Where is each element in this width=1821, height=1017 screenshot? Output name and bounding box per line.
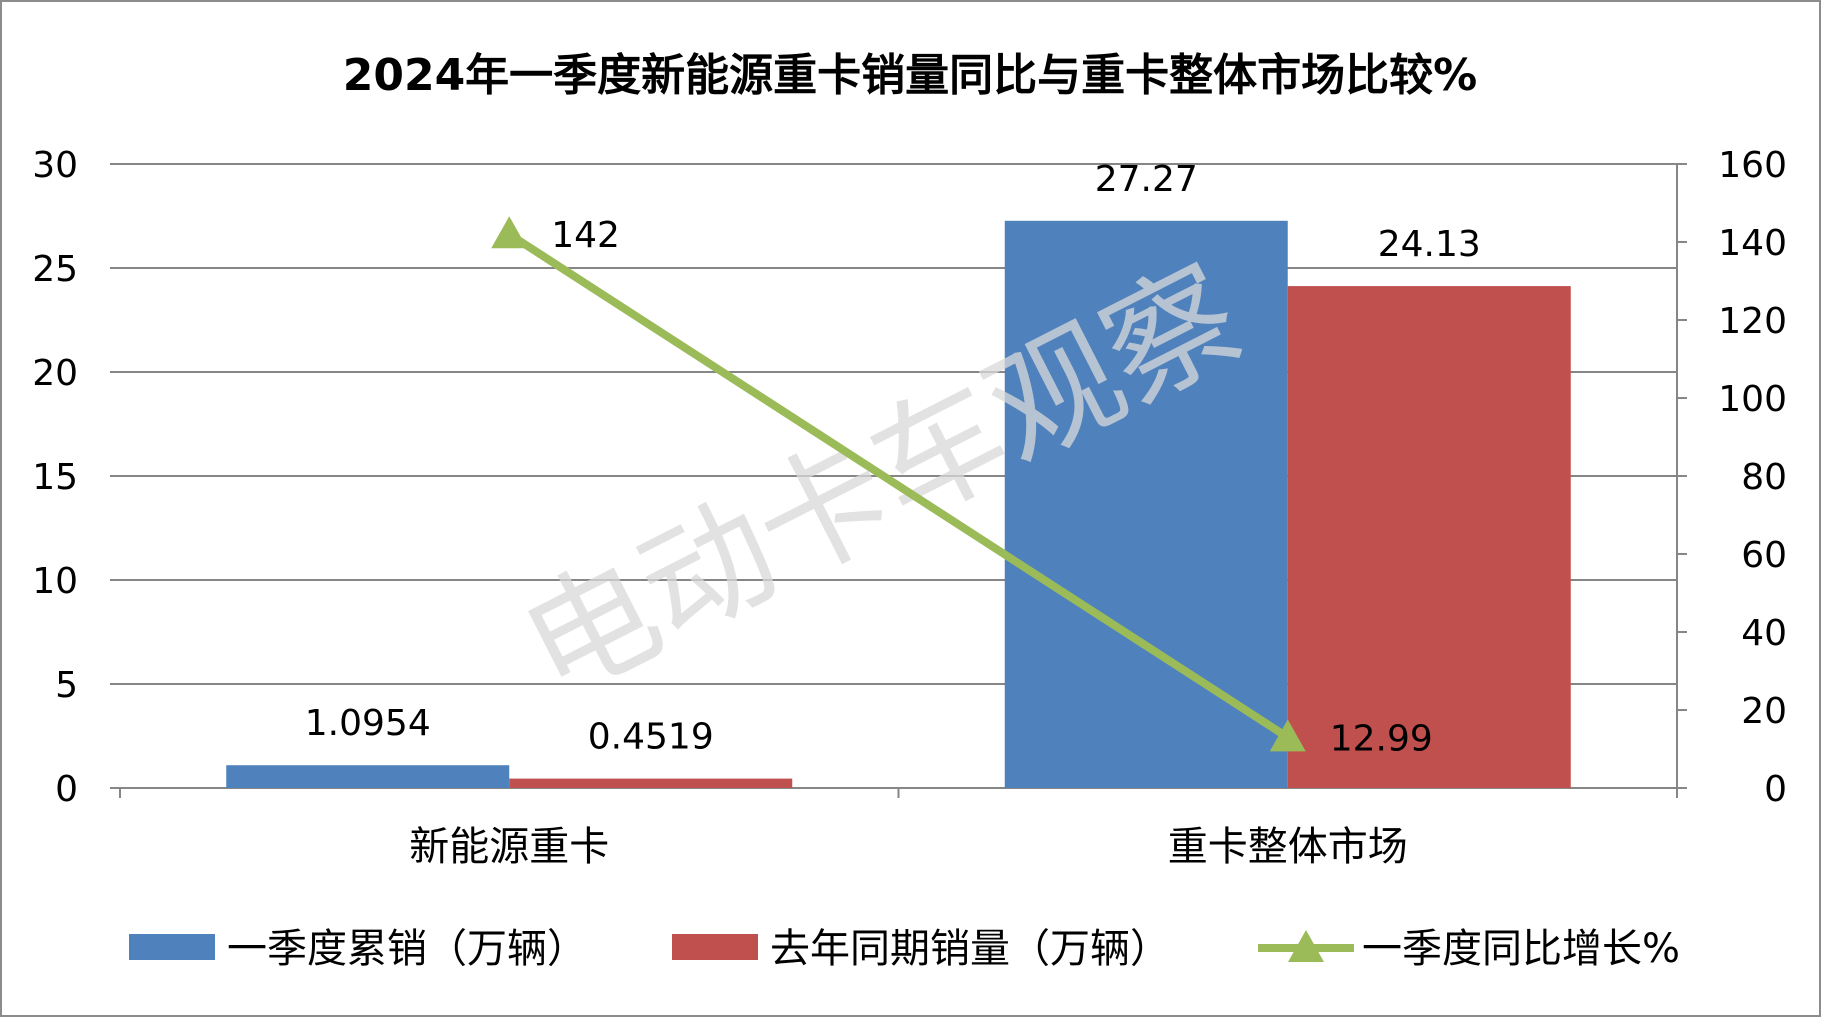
category-labels: 新能源重卡 重卡整体市场 [409,824,1408,870]
bar [509,778,793,788]
left-tick-label: 20 [32,353,78,394]
data-labels: 1.0954 0.4519 27.27 24.13 142 12.99 [305,159,1481,760]
legend-triangle-icon [1288,930,1324,962]
right-tick-label: 40 [1741,613,1787,654]
bars [226,220,1571,788]
right-tick-label: 160 [1718,145,1787,186]
right-tick-label: 20 [1741,691,1787,732]
bar-value-label: 24.13 [1378,224,1481,265]
legend-label: 一季度同比增长% [1362,926,1680,972]
right-tick-label: 60 [1741,535,1787,576]
legend-label: 去年同期销量（万辆） [770,926,1170,972]
bar-value-label: 27.27 [1095,159,1198,200]
bar [1287,286,1571,788]
legend: 一季度累销（万辆） 去年同期销量（万辆） 一季度同比增长% [129,926,1680,972]
left-tick-label: 5 [55,665,78,706]
left-tick-label: 10 [32,561,78,602]
left-tick-label: 25 [32,249,78,290]
legend-label: 一季度累销（万辆） [227,926,587,972]
legend-swatch [129,934,215,960]
left-tick-label: 30 [32,145,78,186]
bar [1004,220,1288,788]
left-tick-label: 15 [32,457,78,498]
bar-value-label: 0.4519 [588,717,714,758]
right-tick-label: 0 [1764,769,1787,810]
growth-line-path [507,230,1290,741]
gridlines [120,163,1677,789]
right-tick-label: 140 [1718,223,1787,264]
growth-line [491,216,1306,752]
category-label: 重卡整体市场 [1168,824,1408,870]
right-tick-label: 120 [1718,301,1787,342]
category-label: 新能源重卡 [409,824,609,870]
triangle-marker [1269,719,1306,752]
bar-value-label: 1.0954 [305,703,431,744]
triangle-marker [491,216,528,249]
chart-title: 2024年一季度新能源重卡销量同比与重卡整体市场比较% [343,50,1478,101]
right-tick-label: 100 [1718,379,1787,420]
growth-value-label: 12.99 [1330,718,1433,759]
right-tick-label: 80 [1741,457,1787,498]
legend-swatch [672,934,758,960]
bar [226,765,510,788]
growth-value-label: 142 [551,215,620,256]
left-tick-label: 0 [55,769,78,810]
